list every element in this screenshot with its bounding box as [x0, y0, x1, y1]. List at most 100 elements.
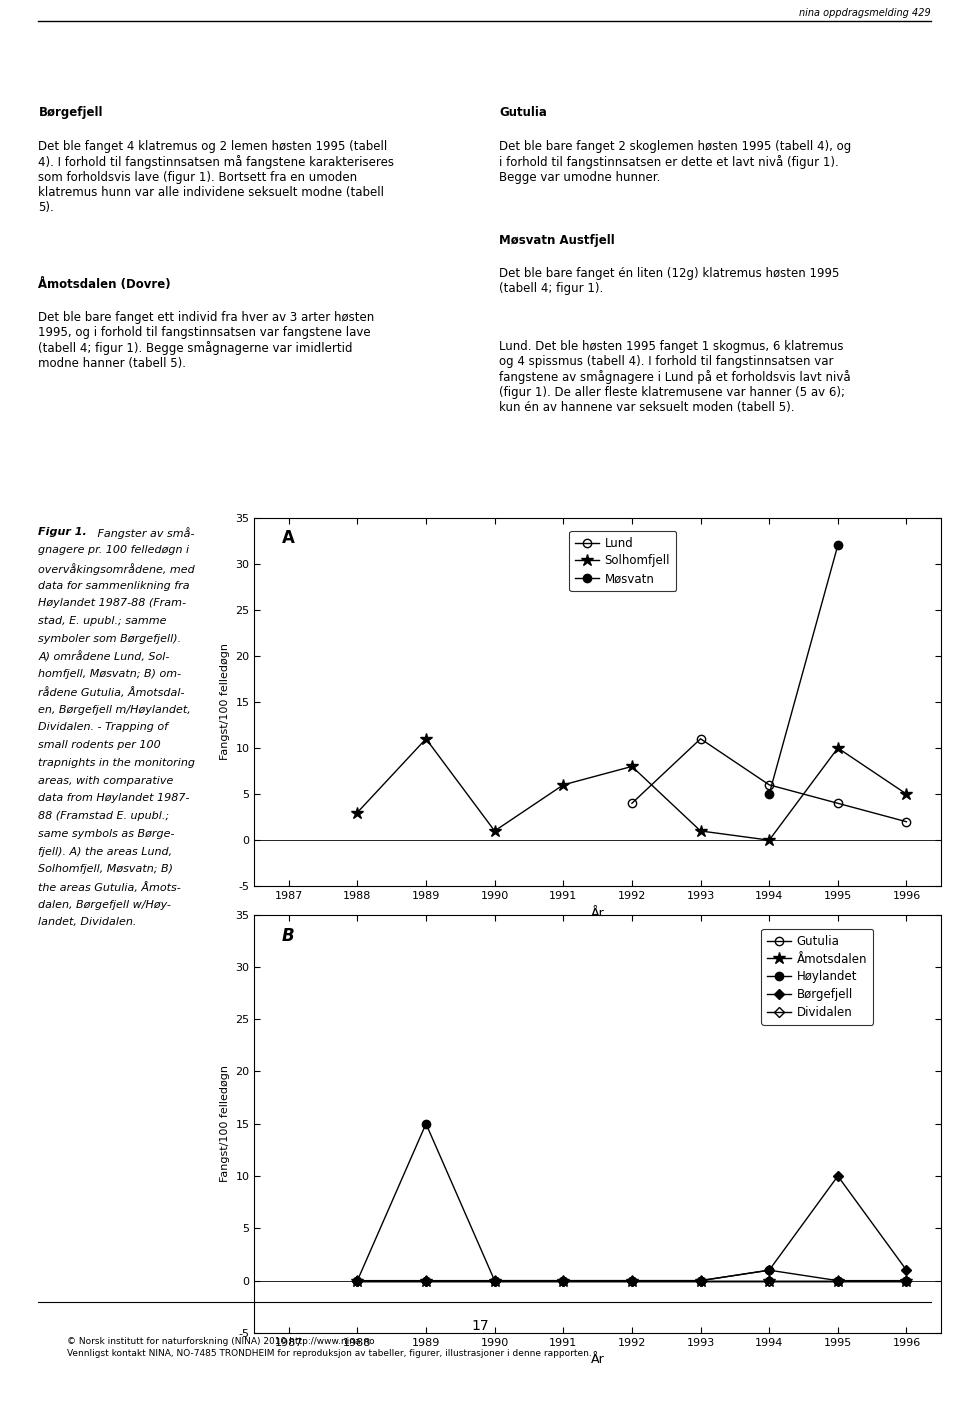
Børgefjell: [489, 1272, 500, 1289]
Text: data from Høylandet 1987-: data from Høylandet 1987-: [38, 793, 190, 804]
Møsvatn: [832, 536, 844, 553]
Y-axis label: Fangst/100 felledøgn: Fangst/100 felledøgn: [220, 644, 229, 760]
Text: Det ble bare fanget én liten (12g) klatremus høsten 1995
(tabell 4; figur 1).: Det ble bare fanget én liten (12g) klatr…: [499, 267, 840, 295]
Text: Børgefjell: Børgefjell: [38, 106, 103, 119]
Åmotsdalen: [832, 1272, 844, 1289]
Dividalen: [558, 1272, 569, 1289]
Text: Møsvatn Austfjell: Møsvatn Austfjell: [499, 234, 615, 247]
Solhomfjell: [558, 777, 569, 794]
Gutulia: [832, 1272, 844, 1289]
Text: Det ble fanget 4 klatremus og 2 lemen høsten 1995 (tabell
4). I forhold til fang: Det ble fanget 4 klatremus og 2 lemen hø…: [38, 139, 395, 214]
Høylandet: [832, 1272, 844, 1289]
Høylandet: [695, 1272, 707, 1289]
Høylandet: [558, 1272, 569, 1289]
Text: data for sammenlikning fra: data for sammenlikning fra: [38, 580, 190, 591]
Text: stad, E. upubl.; samme: stad, E. upubl.; samme: [38, 615, 167, 627]
Høylandet: [763, 1262, 775, 1279]
Legend: Lund, Solhomfjell, Møsvatn: Lund, Solhomfjell, Møsvatn: [569, 530, 676, 591]
Text: overvåkingsområdene, med: overvåkingsområdene, med: [38, 563, 195, 574]
Gutulia: [558, 1272, 569, 1289]
Text: Figur 1.: Figur 1.: [38, 527, 87, 537]
Text: dalen, Børgefjell w/Høy-: dalen, Børgefjell w/Høy-: [38, 899, 171, 910]
Høylandet: [489, 1272, 500, 1289]
Text: homfjell, Møsvatn; B) om-: homfjell, Møsvatn; B) om-: [38, 669, 181, 679]
X-axis label: År: År: [590, 1353, 605, 1367]
Text: symboler som Børgefjell).: symboler som Børgefjell).: [38, 634, 181, 644]
Gutulia: [351, 1272, 363, 1289]
Høylandet: [626, 1272, 637, 1289]
Dividalen: [351, 1272, 363, 1289]
Åmotsdalen: [489, 1272, 500, 1289]
Text: small rodents per 100: small rodents per 100: [38, 740, 161, 750]
Lund: [626, 794, 637, 811]
Solhomfjell: [695, 822, 707, 839]
Text: Det ble bare fanget 2 skoglemen høsten 1995 (tabell 4), og
i forhold til fangsti: Det ble bare fanget 2 skoglemen høsten 1…: [499, 139, 852, 184]
Børgefjell: [695, 1272, 707, 1289]
Gutulia: [489, 1272, 500, 1289]
Line: Solhomfjell: Solhomfjell: [351, 733, 913, 847]
Line: Åmotsdalen: Åmotsdalen: [351, 1275, 913, 1288]
Text: Det ble bare fanget ett individ fra hver av 3 arter høsten
1995, og i forhold ti: Det ble bare fanget ett individ fra hver…: [38, 312, 374, 370]
Text: the areas Gutulia, Åmots-: the areas Gutulia, Åmots-: [38, 882, 181, 893]
Text: Åmotsdalen (Dovre): Åmotsdalen (Dovre): [38, 278, 171, 291]
Text: Dividalen. - Trapping of: Dividalen. - Trapping of: [38, 722, 168, 733]
Y-axis label: Fangst/100 felledøgn: Fangst/100 felledøgn: [220, 1065, 229, 1183]
Lund: [695, 730, 707, 747]
Legend: Gutulia, Åmotsdalen, Høylandet, Børgefjell, Dividalen: Gutulia, Åmotsdalen, Høylandet, Børgefje…: [761, 929, 874, 1025]
Dividalen: [626, 1272, 637, 1289]
Text: landet, Dividalen.: landet, Dividalen.: [38, 917, 136, 927]
Line: Børgefjell: Børgefjell: [354, 1173, 910, 1285]
Text: gnagere pr. 100 felledøgn i: gnagere pr. 100 felledøgn i: [38, 545, 189, 556]
Høylandet: [420, 1115, 432, 1132]
Åmotsdalen: [351, 1272, 363, 1289]
Text: nina oppdragsmelding 429: nina oppdragsmelding 429: [800, 9, 931, 18]
Gutulia: [695, 1272, 707, 1289]
Dividalen: [489, 1272, 500, 1289]
Børgefjell: [420, 1272, 432, 1289]
Børgefjell: [900, 1262, 912, 1279]
Børgefjell: [351, 1272, 363, 1289]
Text: A: A: [282, 529, 295, 546]
Line: Gutulia: Gutulia: [353, 1276, 911, 1285]
Åmotsdalen: [763, 1272, 775, 1289]
Høylandet: [351, 1272, 363, 1289]
Text: Fangster av små-: Fangster av små-: [94, 527, 195, 539]
Solhomfjell: [626, 757, 637, 774]
Solhomfjell: [763, 831, 775, 848]
Solhomfjell: [900, 786, 912, 803]
Dividalen: [900, 1272, 912, 1289]
Lund: [763, 777, 775, 794]
Åmotsdalen: [900, 1272, 912, 1289]
Text: same symbols as Børge-: same symbols as Børge-: [38, 828, 175, 839]
X-axis label: År: År: [590, 906, 605, 920]
Text: Vennligst kontakt NINA, NO-7485 TRONDHEIM for reproduksjon av tabeller, figurer,: Vennligst kontakt NINA, NO-7485 TRONDHEI…: [67, 1349, 592, 1357]
Høylandet: [900, 1272, 912, 1289]
Solhomfjell: [832, 739, 844, 756]
Text: A) områdene Lund, Sol-: A) områdene Lund, Sol-: [38, 651, 170, 664]
Solhomfjell: [351, 804, 363, 821]
Dividalen: [420, 1272, 432, 1289]
Text: Høylandet 1987-88 (Fram-: Høylandet 1987-88 (Fram-: [38, 598, 186, 608]
Åmotsdalen: [626, 1272, 637, 1289]
Dividalen: [695, 1272, 707, 1289]
Åmotsdalen: [420, 1272, 432, 1289]
Gutulia: [763, 1272, 775, 1289]
Text: Lund. Det ble høsten 1995 fanget 1 skogmus, 6 klatremus
og 4 spissmus (tabell 4): Lund. Det ble høsten 1995 fanget 1 skogm…: [499, 339, 851, 414]
Gutulia: [900, 1272, 912, 1289]
Line: Dividalen: Dividalen: [354, 1278, 910, 1285]
Børgefjell: [763, 1262, 775, 1279]
Åmotsdalen: [558, 1272, 569, 1289]
Børgefjell: [558, 1272, 569, 1289]
Text: B: B: [282, 927, 295, 946]
Lund: [832, 794, 844, 811]
Text: Solhomfjell, Møsvatn; B): Solhomfjell, Møsvatn; B): [38, 864, 174, 875]
Dividalen: [763, 1272, 775, 1289]
Text: en, Børgefjell m/Høylandet,: en, Børgefjell m/Høylandet,: [38, 705, 191, 715]
Børgefjell: [832, 1167, 844, 1184]
Gutulia: [626, 1272, 637, 1289]
Gutulia: [420, 1272, 432, 1289]
Børgefjell: [626, 1272, 637, 1289]
Line: Høylandet: Høylandet: [353, 1120, 911, 1285]
Text: Gutulia: Gutulia: [499, 106, 547, 119]
Åmotsdalen: [695, 1272, 707, 1289]
